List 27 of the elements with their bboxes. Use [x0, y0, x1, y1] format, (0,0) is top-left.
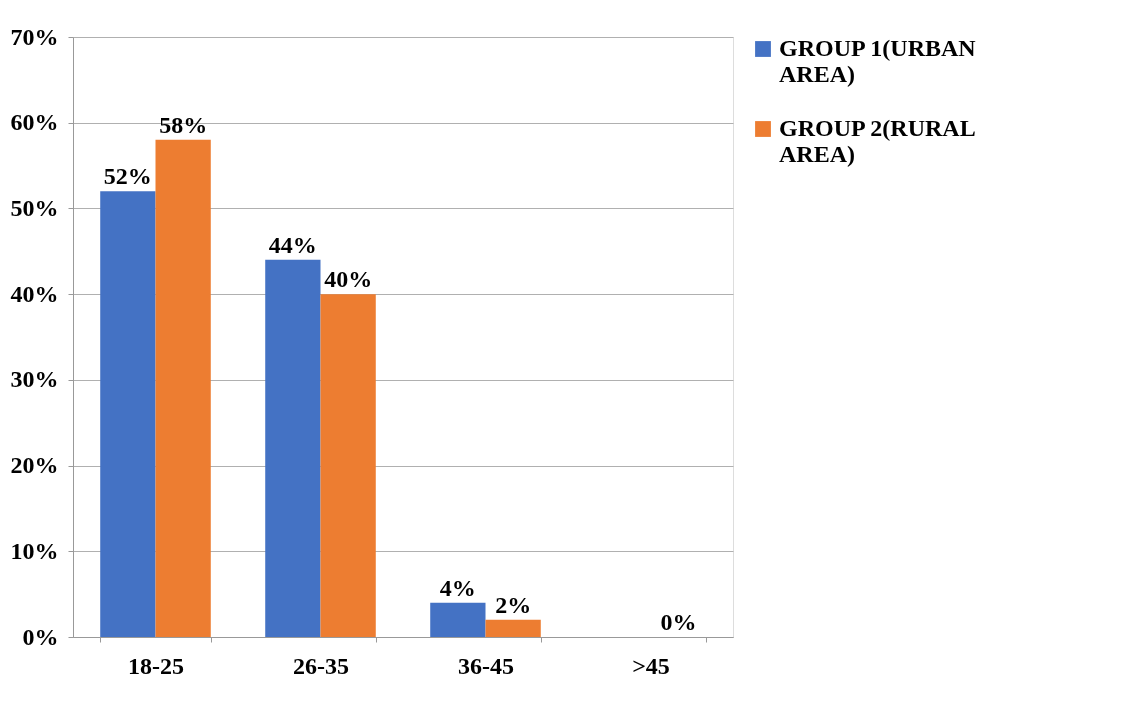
legend-label: GROUP 2(RURAL AREA) — [779, 115, 976, 167]
x-tick-label: 36-45 — [458, 652, 514, 679]
bar — [265, 259, 321, 637]
y-tick-label: 0% — [22, 623, 59, 650]
x-tick-label: 26-35 — [293, 652, 349, 679]
y-tick-label: 60% — [10, 109, 59, 136]
data-label: 44% — [268, 231, 317, 258]
bar — [320, 294, 376, 637]
y-tick-label: 40% — [10, 280, 59, 307]
data-label: 58% — [159, 111, 208, 138]
y-tick-label: 50% — [10, 194, 59, 221]
data-label: 4% — [439, 574, 476, 601]
y-tick-label: 70% — [10, 23, 59, 50]
data-label: 40% — [324, 266, 373, 293]
bar — [430, 602, 486, 637]
data-label: 52% — [103, 163, 152, 190]
data-label: 2% — [495, 591, 532, 618]
legend-label: GROUP 1(URBAN AREA) — [779, 35, 977, 87]
bar — [100, 191, 156, 637]
y-tick-label: 30% — [10, 366, 59, 393]
annotation: 0% — [660, 609, 697, 635]
y-tick-label: 20% — [10, 452, 59, 479]
bar — [485, 619, 541, 637]
x-tick-label: >45 — [632, 652, 670, 679]
x-tick-label: 18-25 — [128, 652, 184, 679]
bar — [155, 139, 211, 637]
y-tick-label: 10% — [10, 537, 59, 564]
